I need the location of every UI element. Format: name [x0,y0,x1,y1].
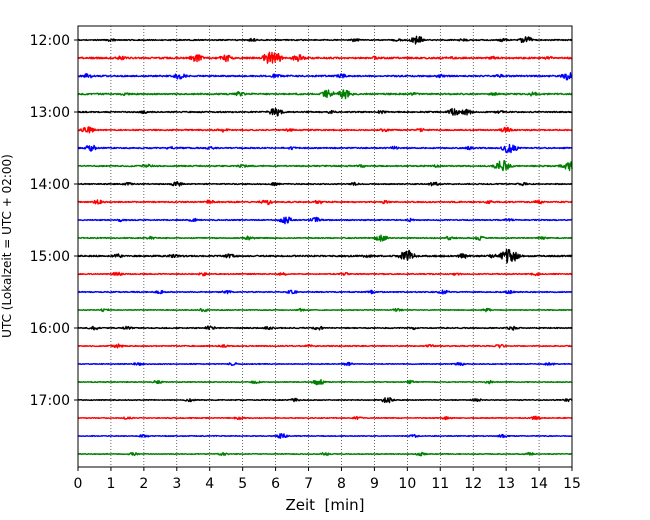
x-axis-ticks: 0 1 2 3 4 5 6 7 8 9 10 11 12 13 14 15 [74,467,581,492]
seismic-trace [77,143,573,154]
seismic-trace [77,126,573,134]
y-tick-label: 14:00 [30,177,70,193]
x-tick-label: 3 [172,476,181,492]
x-axis-label: Zeit [min] [285,496,364,514]
x-tick-label: 7 [304,476,313,492]
seismic-trace [77,89,573,100]
x-tick-label: 15 [563,476,581,492]
seismic-trace [77,216,573,225]
y-axis-ticks: 12:00 13:00 14:00 15:00 16:00 17:00 [30,33,78,409]
seismic-trace [77,160,573,172]
x-tick-label: 6 [271,476,280,492]
seismic-trace [77,234,573,242]
y-tick-label: 17:00 [30,393,70,409]
seismic-trace [77,180,573,187]
seismic-trace [77,199,573,206]
seismic-trace [77,451,573,457]
seismic-trace [77,35,573,45]
y-tick-label: 12:00 [30,33,70,49]
trace-group [77,35,573,457]
x-tick-label: 2 [139,476,148,492]
seismic-trace [77,361,573,367]
seismic-trace [77,379,573,386]
x-tick-label: 0 [74,476,83,492]
x-tick-label: 12 [464,476,482,492]
seismic-trace [77,325,573,331]
seismic-trace [77,307,573,313]
y-tick-label: 15:00 [30,249,70,265]
y-axis-label: UTC (Lokalzeit = UTC + 02:00) [0,154,14,338]
x-tick-label: 9 [370,476,379,492]
x-tick-label: 4 [205,476,214,492]
plot-frame [77,25,573,468]
seismic-trace [77,397,573,404]
seismic-trace [77,433,573,439]
seismic-trace [77,72,573,81]
seismic-trace [77,107,573,117]
seismic-trace [77,415,573,421]
x-tick-label: 13 [497,476,515,492]
seismic-trace [77,271,573,277]
x-tick-label: 8 [337,476,346,492]
y-tick-label: 16:00 [30,321,70,337]
x-tick-label: 14 [530,476,548,492]
x-tick-label: 1 [106,476,115,492]
x-tick-label: 5 [238,476,247,492]
x-tick-label: 11 [431,476,449,492]
seismic-trace [77,51,573,64]
seismic-trace [77,289,573,295]
seismic-trace [77,343,573,349]
seismic-trace [77,248,573,264]
x-tick-label: 10 [398,476,416,492]
y-tick-label: 13:00 [30,105,70,121]
